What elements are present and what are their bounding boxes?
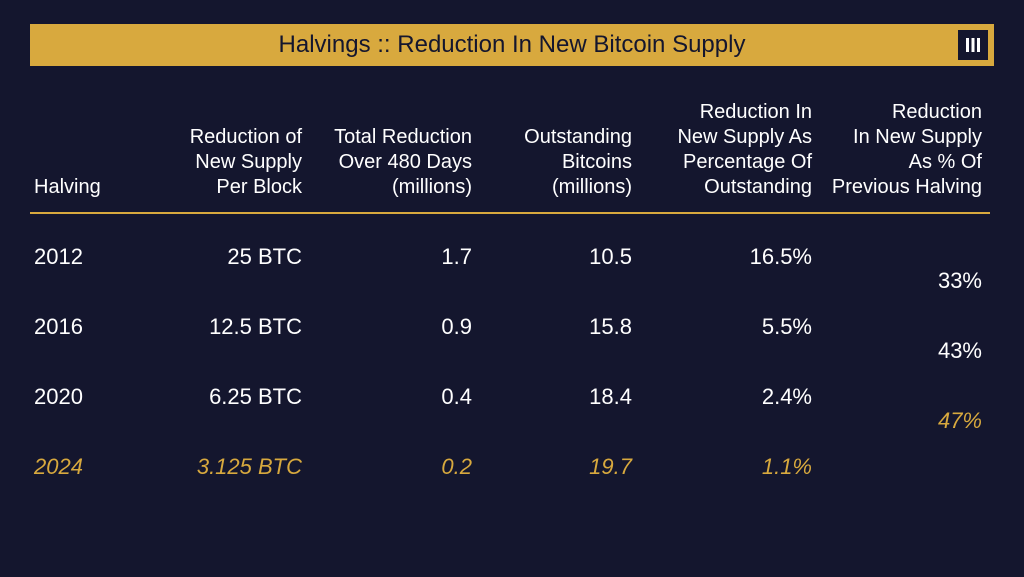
cell-outstanding: 10.5 xyxy=(480,222,640,292)
logo-icon xyxy=(958,30,988,60)
column-header: Reduction In New Supply As Percentage Of… xyxy=(640,100,820,212)
cell-pct-prev-halving: 43% xyxy=(820,338,990,386)
column-header: Total Reduction Over 480 Days (millions) xyxy=(310,100,480,212)
cell-total-reduction: 0.2 xyxy=(310,432,480,502)
cell-outstanding: 15.8 xyxy=(480,292,640,362)
column-header: Outstanding Bitcoins (millions) xyxy=(480,100,640,212)
title-text: Halvings :: Reduction In New Bitcoin Sup… xyxy=(279,31,746,59)
cell-total-reduction: 0.4 xyxy=(310,362,480,432)
cell-year: 2016 xyxy=(30,292,140,362)
column-header: Halving xyxy=(30,100,140,212)
cell-year: 2012 xyxy=(30,222,140,292)
header-divider xyxy=(30,212,990,214)
cell-year: 2024 xyxy=(30,432,140,502)
cell-outstanding: 19.7 xyxy=(480,432,640,502)
cell-reduction-per-block: 12.5 BTC xyxy=(140,292,310,362)
cell-pct-outstanding: 2.4% xyxy=(640,362,820,432)
cell-pct-outstanding: 5.5% xyxy=(640,292,820,362)
cell-year: 2020 xyxy=(30,362,140,432)
cell-pct-outstanding: 1.1% xyxy=(640,432,820,502)
cell-pct-prev-halving: 47% xyxy=(820,408,990,456)
column-header: Reduction of New Supply Per Block xyxy=(140,100,310,212)
data-table: HalvingReduction of New Supply Per Block… xyxy=(30,100,994,502)
column-header: Reduction In New Supply As % Of Previous… xyxy=(820,100,990,212)
cell-reduction-per-block: 25 BTC xyxy=(140,222,310,292)
title-bar: Halvings :: Reduction In New Bitcoin Sup… xyxy=(30,24,994,66)
cell-pct-prev-halving: 33% xyxy=(820,268,990,316)
cell-reduction-per-block: 6.25 BTC xyxy=(140,362,310,432)
cell-total-reduction: 1.7 xyxy=(310,222,480,292)
cell-outstanding: 18.4 xyxy=(480,362,640,432)
slide-container: Halvings :: Reduction In New Bitcoin Sup… xyxy=(0,0,1024,577)
cell-reduction-per-block: 3.125 BTC xyxy=(140,432,310,502)
cell-total-reduction: 0.9 xyxy=(310,292,480,362)
cell-pct-outstanding: 16.5% xyxy=(640,222,820,292)
